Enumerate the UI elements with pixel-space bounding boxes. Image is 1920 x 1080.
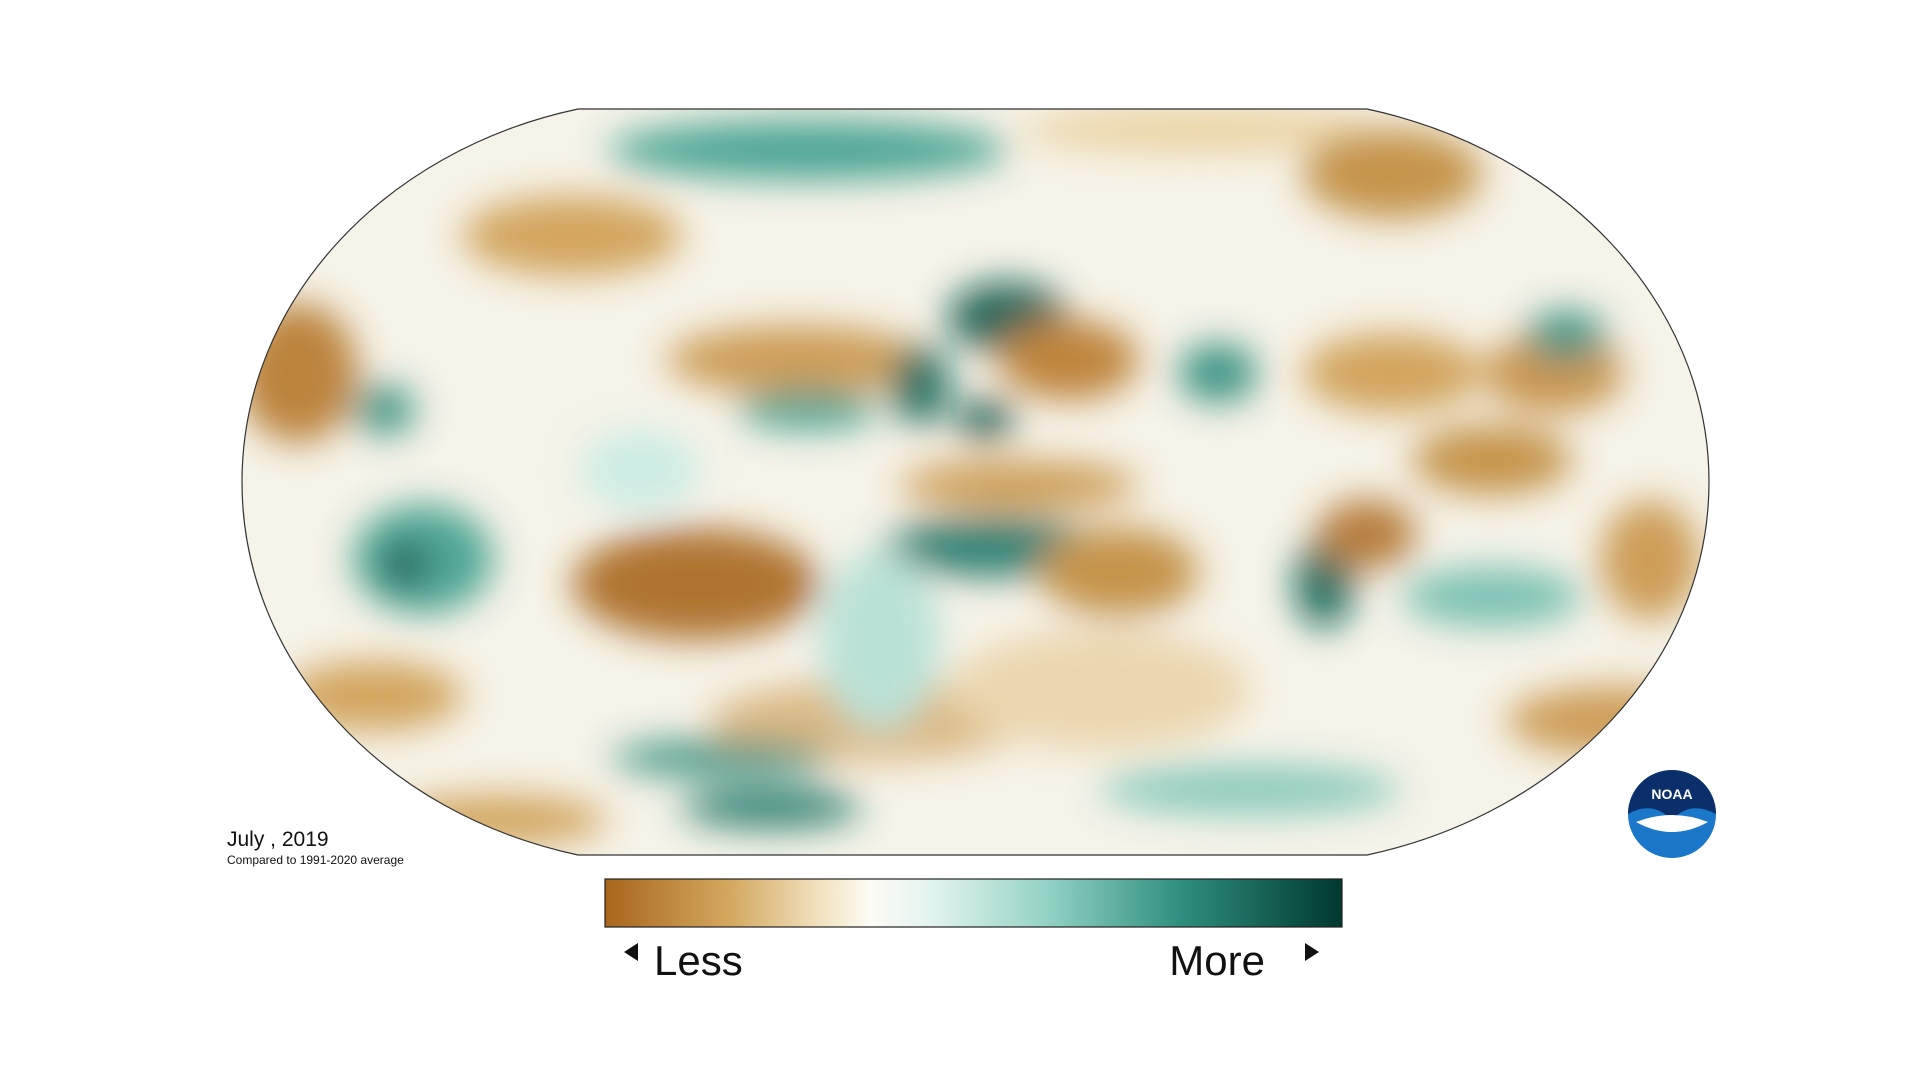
color-scale bbox=[604, 878, 1343, 928]
noaa-logo: NOAA bbox=[1628, 770, 1716, 858]
map-outline bbox=[241, 108, 1710, 856]
more-arrow bbox=[1305, 943, 1319, 961]
logo-text: NOAA bbox=[1651, 786, 1692, 802]
map-title: July , 2019 bbox=[227, 828, 329, 851]
less-arrow bbox=[624, 943, 638, 961]
legend-high-label: More bbox=[1169, 937, 1265, 984]
legend-low-label: Less bbox=[654, 937, 743, 984]
anomaly-field bbox=[242, 109, 1709, 855]
map-subtitle: Compared to 1991-2020 average bbox=[227, 853, 404, 867]
